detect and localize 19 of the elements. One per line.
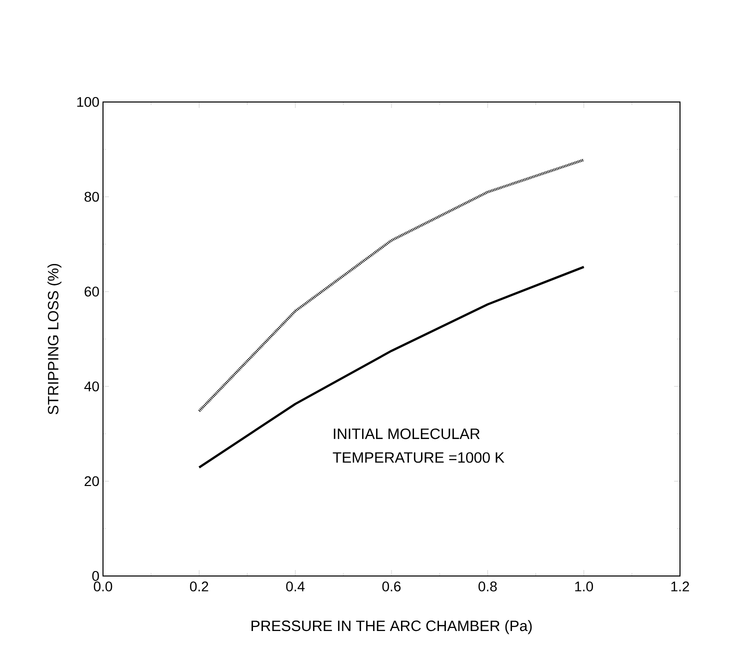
y-tick-label: 40 (84, 381, 99, 392)
x-tick-label: 0.6 (382, 582, 401, 592)
y-tick-label: 60 (84, 286, 99, 297)
x-tick-label: 1.0 (575, 582, 593, 592)
x-axis-title: PRESSURE IN THE ARC CHAMBER (Pa) (252, 620, 532, 634)
annotation: INITIAL MOLECULAR (334, 428, 480, 440)
x-tick-label: 1.2 (671, 582, 690, 592)
x-tick-label: 0.4 (286, 582, 305, 592)
y-tick-label: 100 (77, 97, 99, 107)
y-tick-label: 20 (84, 476, 99, 486)
annotation: TEMPERATURE =1000 K (332, 452, 504, 463)
y-axis-title: STRIPPING LOSS (%) (47, 264, 62, 414)
line-series (198, 158, 586, 412)
y-tick-label: 0 (92, 571, 99, 581)
x-tick-label: 0.8 (478, 582, 497, 592)
line-series (198, 266, 585, 469)
x-tick-label: 0.0 (94, 582, 112, 592)
x-tick-label: 0.2 (190, 582, 208, 592)
y-tick-label: 80 (84, 192, 99, 202)
